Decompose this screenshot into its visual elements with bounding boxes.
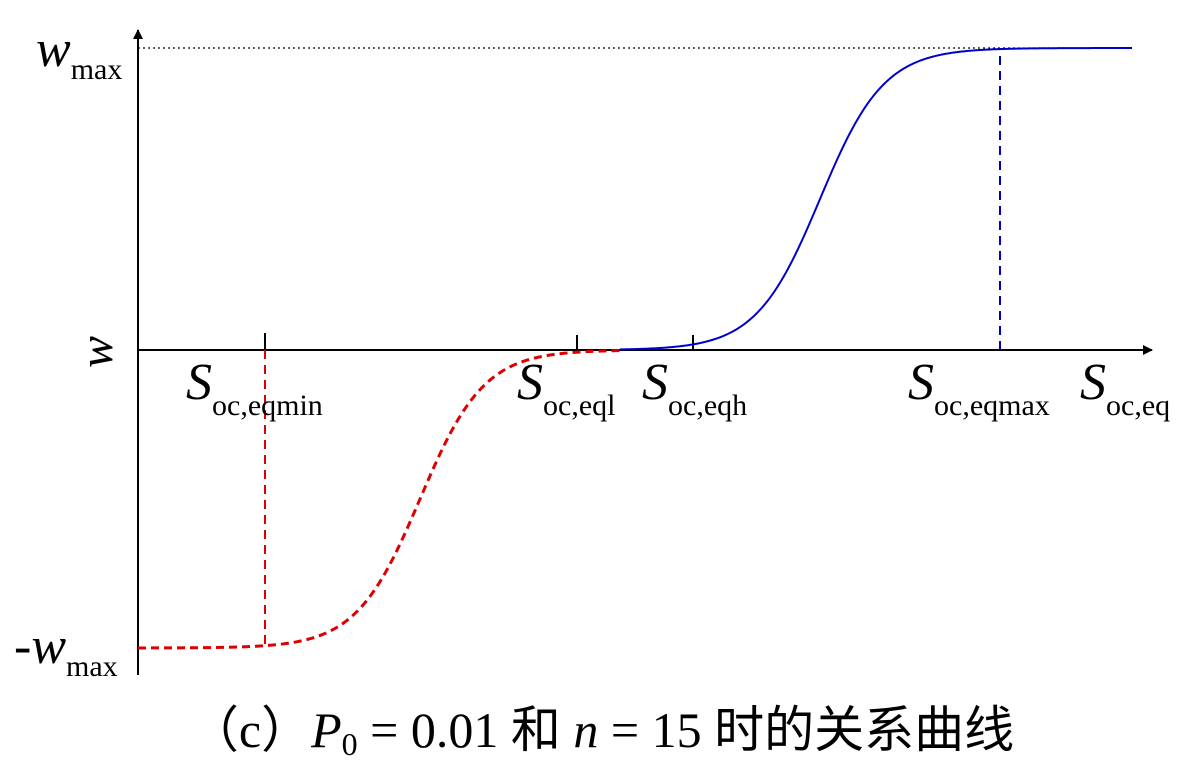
caption-p-symbol: P (311, 702, 342, 758)
y-axis-label-text: w (70, 336, 123, 368)
label-soc-eqmax: Soc,eqmax (908, 354, 1050, 422)
neg-wmax-label: -wmax (14, 618, 118, 683)
caption-n-symbol: n (573, 702, 599, 758)
caption-open: （c） (188, 702, 312, 758)
positive-curve (619, 47, 1132, 351)
y-axis-label: w (70, 336, 123, 368)
caption-eq1: = 0.01 和 (357, 702, 574, 758)
caption-p-sub: 0 (341, 726, 358, 762)
negative-curve (137, 349, 623, 650)
label-soc-eqh: Soc,eqh (642, 354, 747, 422)
figure-caption: （c）P0 = 0.01 和 n = 15 时的关系曲线 (0, 695, 1203, 765)
label-soc-eqmin: Soc,eqmin (186, 354, 323, 422)
label-soc-eq: Soc,eq (1080, 354, 1170, 422)
wmax-label: wmax (36, 21, 122, 86)
label-soc-eql: Soc,eql (517, 354, 615, 422)
caption-eq2: = 15 时的关系曲线 (598, 702, 1015, 758)
